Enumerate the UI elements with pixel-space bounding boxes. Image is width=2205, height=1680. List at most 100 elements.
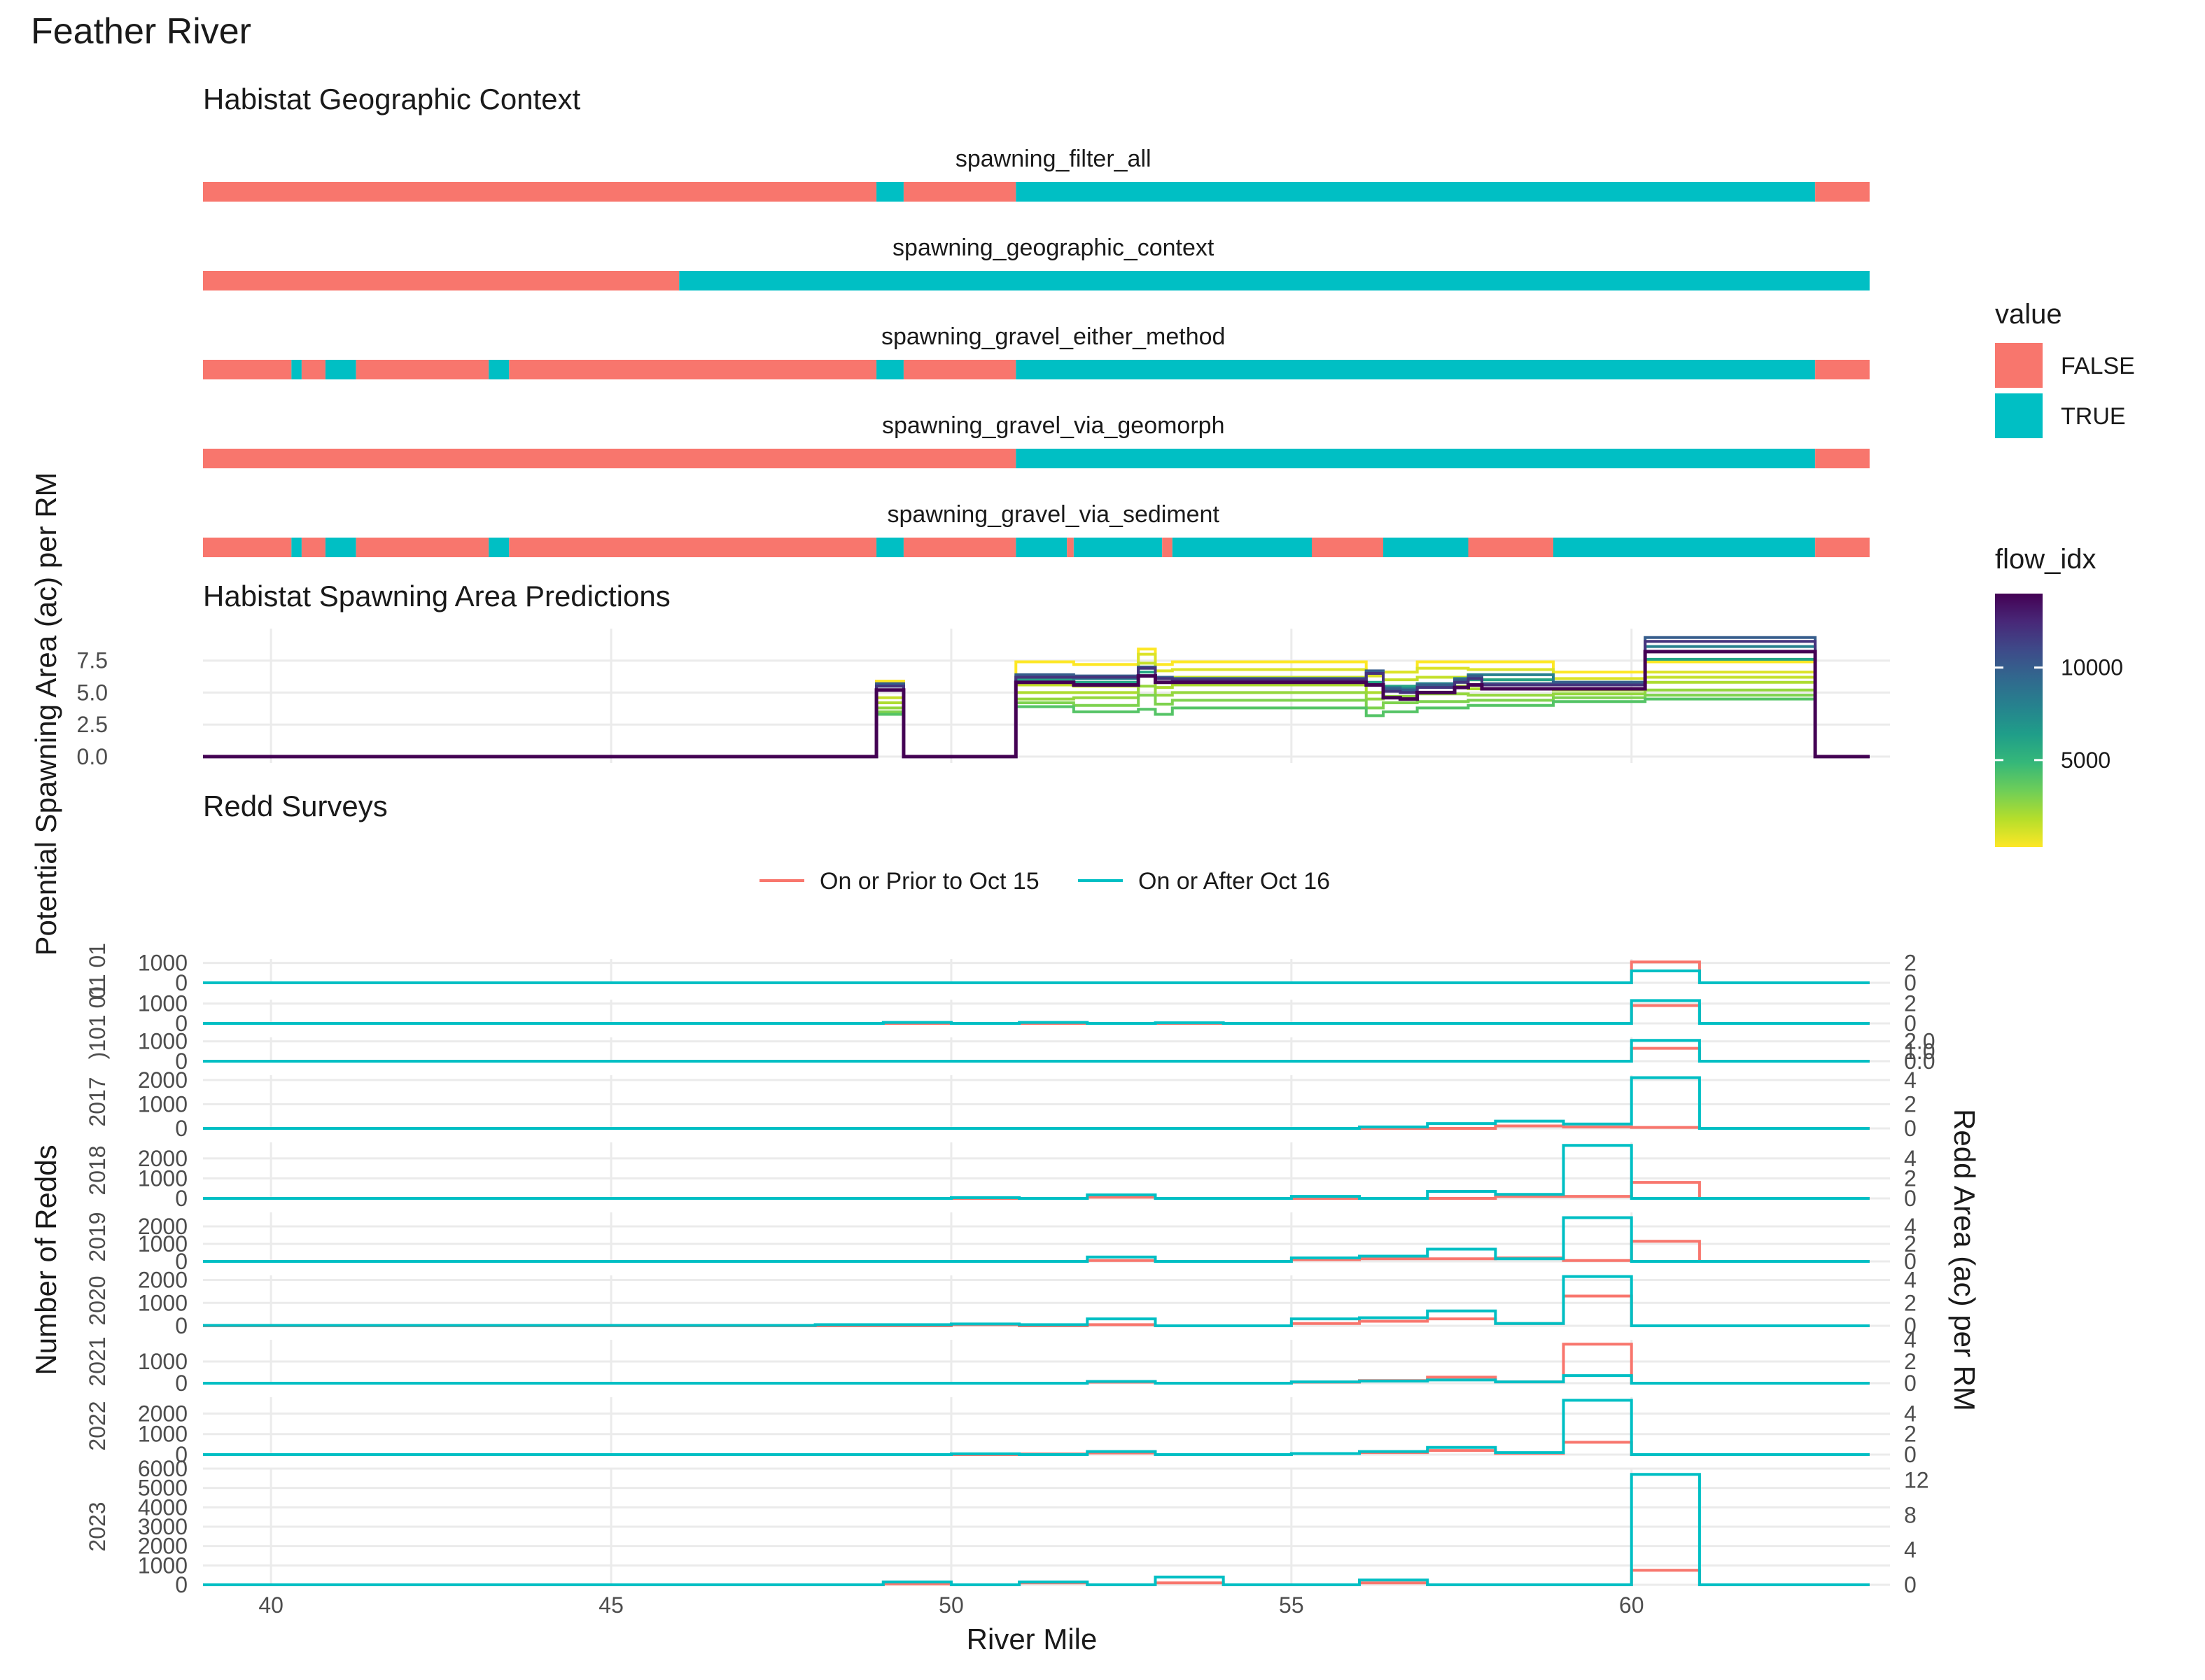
redd-right-tick-label: 4: [1904, 1214, 1917, 1239]
geo-segment: [1162, 538, 1172, 557]
redd-tick-label: 0: [175, 1442, 188, 1467]
redd-strip-label: 2017: [85, 1077, 110, 1126]
redd-strip-label: 2019: [85, 1212, 110, 1261]
redd-prior-line: [203, 1046, 1870, 1063]
redd-after-line: [203, 1374, 1870, 1385]
redd-strip-label: 2022: [85, 1401, 110, 1450]
geo-segment: [325, 360, 356, 379]
geo-segment: [876, 360, 904, 379]
geo-facet-label: spawning_gravel_either_method: [881, 323, 1225, 350]
redd-prior-line: [203, 1181, 1870, 1200]
redd-tick-label: 6000: [138, 1456, 188, 1481]
redd-tick-label: 2000: [138, 1401, 188, 1426]
geo-segment: [1016, 449, 1816, 468]
redd-tick-label: 0: [175, 1011, 188, 1036]
geo-segment: [1016, 360, 1816, 379]
geo-segment: [356, 538, 489, 557]
redd-strip-label: 01 01: [85, 943, 110, 999]
river-mile-axis: 40 45 50 55 60: [258, 1592, 1644, 1618]
flow-legend-tick-label: 10000: [2061, 655, 2123, 680]
redd-right-tick-label: 2: [1904, 1091, 1917, 1116]
redd-area-ylabel: Redd Area (ac) per RM: [1948, 1109, 1981, 1411]
x-tick-label: 60: [1619, 1592, 1644, 1618]
geo-segment: [291, 360, 302, 379]
redd-right-tick-label: 2: [1904, 1349, 1917, 1374]
geo-segment: [203, 360, 292, 379]
geo-facet-label: spawning_gravel_via_geomorph: [882, 412, 1225, 439]
geo-segment: [1073, 538, 1163, 557]
geo-segment: [1468, 538, 1553, 557]
geo-segment: [903, 538, 1016, 557]
redd-after-line: [203, 999, 1870, 1025]
geo-segment: [509, 538, 877, 557]
redd-tick-label: 1000: [138, 1553, 188, 1578]
redd-tick-label: 2000: [138, 1534, 188, 1559]
geo-segment: [1815, 182, 1870, 202]
geo-segment: [1815, 538, 1870, 557]
redd-count-ylabel: Number of Redds: [29, 1144, 62, 1375]
redd-right-tick-label: 0: [1904, 1116, 1917, 1141]
geo-segment: [489, 538, 510, 557]
spawn-tick-label: 0.0: [77, 744, 108, 769]
redd-strip-label: 2020: [85, 1275, 110, 1325]
geo-segment: [1553, 538, 1816, 557]
redd-strip-label: 2018: [85, 1145, 110, 1195]
redd-right-tick-label: 0.0: [1904, 1049, 1935, 1074]
geo-segment: [301, 360, 326, 379]
redd-right-tick-label: 0: [1904, 1442, 1917, 1467]
spawning-area-ylabel: Potential Spawning Area (ac) per RM: [29, 472, 62, 955]
redd-right-tick-label: 4: [1904, 1327, 1917, 1352]
redd-tick-label: 0: [175, 1249, 188, 1274]
geo-segment: [1016, 538, 1068, 557]
redd-tick-label: 4000: [138, 1494, 188, 1520]
redd-tick-label: 2000: [138, 1214, 188, 1239]
redd-prior-line: [203, 960, 1870, 984]
value-legend-label: TRUE: [2061, 403, 2126, 430]
redd-strip-label: 2023: [85, 1502, 110, 1551]
redd-tick-label: 0: [175, 1116, 188, 1141]
redd-right-tick-label: 0: [1904, 1249, 1917, 1274]
geo-segment: [1172, 538, 1312, 557]
redd-right-tick-label: 0: [1904, 1186, 1917, 1211]
redd-after-line: [203, 1216, 1870, 1263]
geo-facet-label: spawning_filter_all: [955, 146, 1152, 172]
value-legend: value FALSE TRUE: [1995, 299, 2135, 438]
redd-tick-label: 1000: [138, 1422, 188, 1447]
redd-tick-label: 0: [175, 970, 188, 995]
geo-segment: [903, 360, 1016, 379]
redd-tick-label: 0: [175, 1313, 188, 1338]
redd-tick-label: 3000: [138, 1514, 188, 1539]
redd-right-tick-label: 1.0: [1904, 1039, 1935, 1064]
redd-tick-label: 5000: [138, 1476, 188, 1501]
x-tick-label: 55: [1279, 1592, 1304, 1618]
flow-legend-title: flow_idx: [1995, 544, 2096, 575]
redd-tick-label: 0: [175, 1049, 188, 1074]
redd-prior-line: [203, 1343, 1870, 1385]
redd-right-tick-label: 12: [1904, 1468, 1929, 1493]
geo-facet-label: spawning_gravel_via_sediment: [888, 501, 1220, 528]
geo-segment: [1311, 538, 1384, 557]
spawn-series-line: [203, 694, 1870, 758]
flow-legend-tick-label: 5000: [2061, 748, 2110, 773]
redd-after-line: [203, 969, 1870, 984]
geo-segment: [301, 538, 326, 557]
redd-tick-label: 1000: [138, 1091, 188, 1116]
redd-right-tick-label: 2: [1904, 1166, 1917, 1191]
spawn-series-line: [203, 650, 1870, 759]
redd-tick-label: 2000: [138, 1268, 188, 1293]
redd-right-tick-label: 0: [1904, 1313, 1917, 1338]
redd-right-tick-label: 0: [1904, 1572, 1917, 1597]
redd-tick-label: 0: [175, 1186, 188, 1211]
redd-surveys-title: Redd Surveys: [203, 790, 388, 822]
redd-right-tick-label: 8: [1904, 1502, 1917, 1527]
geo-segment: [509, 360, 877, 379]
redd-prior-line: [203, 1441, 1870, 1456]
redd-right-tick-label: 2: [1904, 1422, 1917, 1447]
value-legend-title: value: [1995, 299, 2062, 330]
value-legend-key: [1995, 393, 2043, 438]
redd-tick-label: 1000: [138, 991, 188, 1016]
redd-tick-label: 1000: [138, 1349, 188, 1374]
redd-right-tick-label: 4: [1904, 1401, 1917, 1426]
redd-legend-label: On or Prior to Oct 15: [820, 868, 1040, 895]
